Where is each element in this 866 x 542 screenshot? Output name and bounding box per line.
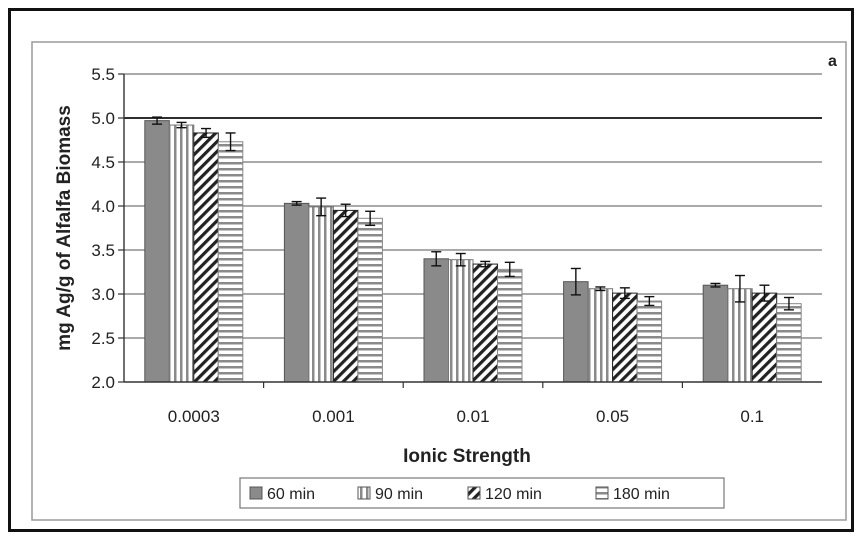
legend-swatch (595, 486, 609, 500)
axes: 2.0 2.5 3.0 3.5 4.0 4.5 5.0 5.5 0.0003 0.001 0.01 0… (91, 65, 822, 426)
x-tick-label: 0.05 (596, 407, 629, 426)
legend-box (239, 477, 725, 509)
bar-90-min-0.05 (587, 288, 614, 383)
y-tick-label: 2.0 (91, 373, 115, 392)
x-axis-title: Ionic Strength (403, 446, 531, 467)
bar-90-min-0.01 (448, 259, 474, 383)
legend-label: 90 min (375, 486, 423, 503)
legend-swatch (249, 486, 263, 500)
legend-swatch (357, 486, 371, 500)
bar-60-min-0.1 (702, 284, 729, 383)
x-tick-label: 0.001 (312, 407, 355, 426)
bar-90-min-0.0003 (168, 124, 195, 383)
bar-90-min-0.001 (308, 206, 334, 383)
bar-120-min-0.05 (612, 292, 638, 383)
x-tick-label: 0.1 (740, 407, 764, 426)
x-tick-label: 0.01 (456, 407, 489, 426)
y-tick-label: 3.5 (91, 241, 115, 260)
bar-60-min-0.0003 (144, 120, 170, 383)
legend-label: 180 min (613, 486, 670, 503)
bar-120-min-0.001 (332, 209, 359, 383)
bar-180-min-0.001 (357, 217, 383, 383)
bar-60-min-0.05 (563, 281, 589, 383)
legend-label: 60 min (267, 486, 315, 503)
bars (144, 116, 802, 383)
bar-180-min-0.01 (497, 268, 523, 383)
legend: 60 min 90 min 120 min 180 min (239, 477, 725, 509)
bar-180-min-0.1 (776, 303, 802, 383)
panel-label: a (828, 53, 837, 70)
y-tick-label: 4.0 (91, 197, 115, 216)
bar-180-min-0.05 (636, 300, 663, 383)
bar-120-min-0.0003 (193, 132, 219, 383)
bar-120-min-0.01 (472, 263, 498, 383)
bar-60-min-0.01 (423, 258, 449, 383)
bar-120-min-0.1 (751, 292, 778, 383)
y-tick-label: 2.5 (91, 329, 115, 348)
y-tick-label: 5.0 (91, 109, 115, 128)
bar-90-min-0.1 (727, 288, 753, 383)
x-tick-label: 0.0003 (168, 407, 220, 426)
y-axis-title: mg Ag/g of Alfalfa Biomass (54, 105, 75, 351)
bar-60-min-0.001 (283, 202, 310, 383)
y-tick-label: 4.5 (91, 153, 115, 172)
y-tick-label: 3.0 (91, 285, 115, 304)
y-tick-label: 5.5 (91, 65, 115, 84)
legend-swatch (467, 486, 481, 500)
bar-180-min-0.0003 (217, 141, 244, 383)
legend-label: 120 min (485, 486, 542, 503)
